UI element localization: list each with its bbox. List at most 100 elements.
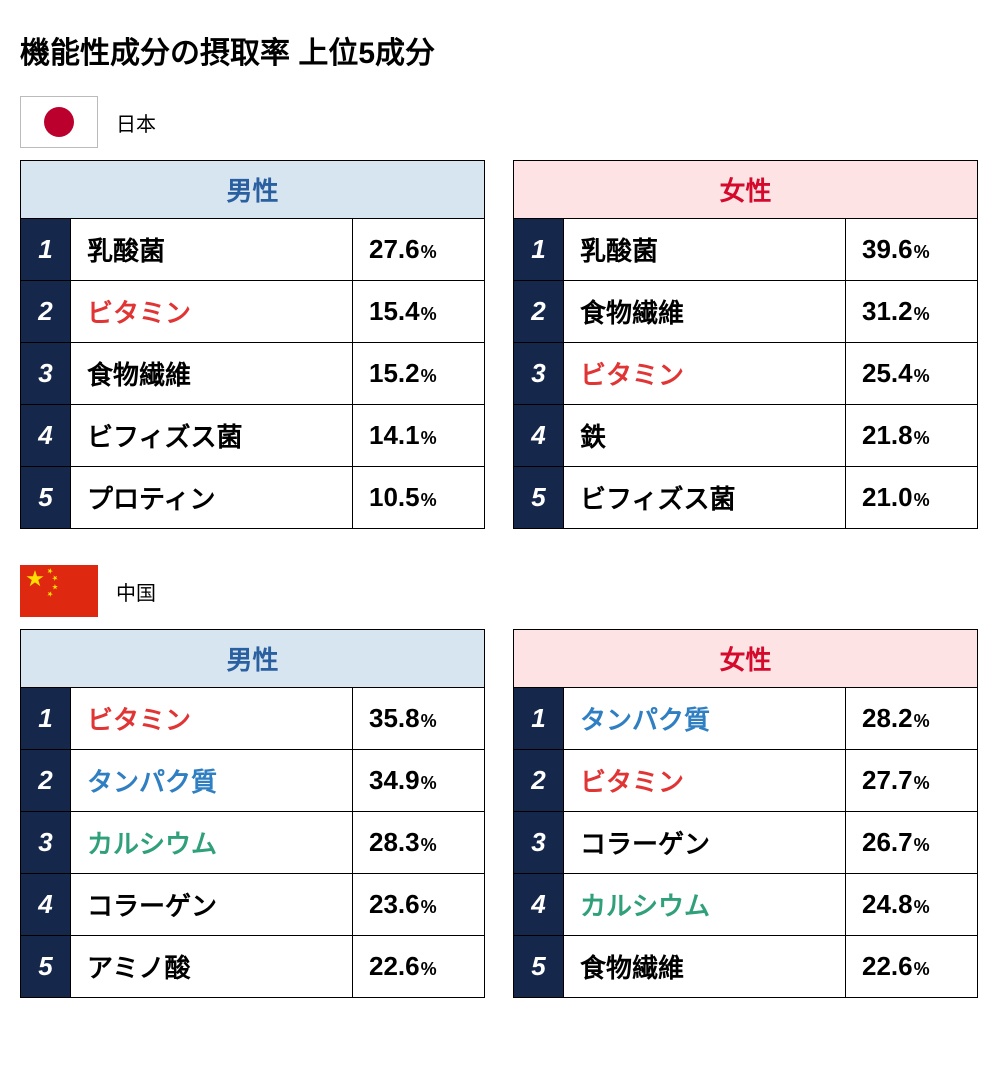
page-title: 機能性成分の摂取率 上位5成分: [20, 28, 980, 72]
percent-cell: 27.6%: [353, 219, 485, 281]
percent-value: 10.5: [369, 482, 420, 512]
table-header-female: 女性: [514, 161, 978, 219]
percent-value: 39.6: [862, 234, 913, 264]
percent-value: 24.8: [862, 889, 913, 919]
percent-value: 22.6: [862, 951, 913, 981]
content-root: 日本 男性 1 乳酸菌 27.6% 2 ビタミン 15.4% 3 食物繊維 15…: [20, 96, 980, 998]
ingredient-name: ビタミン: [71, 688, 353, 750]
table-header-male: 男性: [21, 161, 485, 219]
flag-china: [20, 565, 98, 617]
rank-cell: 5: [21, 467, 71, 529]
percent-unit: %: [421, 242, 437, 262]
ingredient-name: コラーゲン: [71, 874, 353, 936]
flag-japan: [20, 96, 98, 148]
table-row: 3 食物繊維 15.2%: [21, 343, 485, 405]
percent-value: 23.6: [369, 889, 420, 919]
percent-unit: %: [421, 428, 437, 448]
rank-table-male: 男性 1 乳酸菌 27.6% 2 ビタミン 15.4% 3 食物繊維 15.2%…: [20, 160, 485, 529]
rank-cell: 3: [21, 343, 71, 405]
percent-unit: %: [914, 835, 930, 855]
percent-cell: 22.6%: [846, 936, 978, 998]
table-row: 5 食物繊維 22.6%: [514, 936, 978, 998]
ingredient-name: ビタミン: [564, 343, 846, 405]
percent-value: 28.3: [369, 827, 420, 857]
percent-unit: %: [914, 304, 930, 324]
rank-table-female: 女性 1 タンパク質 28.2% 2 ビタミン 27.7% 3 コラーゲン 26…: [513, 629, 978, 998]
country-header: 中国: [20, 565, 980, 617]
ingredient-name: 食物繊維: [564, 936, 846, 998]
rank-cell: 5: [514, 936, 564, 998]
ingredient-name: ビフィズス菌: [71, 405, 353, 467]
ingredient-name: カルシウム: [564, 874, 846, 936]
percent-unit: %: [421, 366, 437, 386]
table-row: 2 タンパク質 34.9%: [21, 750, 485, 812]
percent-value: 14.1: [369, 420, 420, 450]
table-row: 1 タンパク質 28.2%: [514, 688, 978, 750]
tables-row: 男性 1 ビタミン 35.8% 2 タンパク質 34.9% 3 カルシウム 28…: [20, 629, 980, 998]
table-row: 2 ビタミン 15.4%: [21, 281, 485, 343]
country-label: 日本: [116, 108, 156, 137]
percent-value: 26.7: [862, 827, 913, 857]
rank-cell: 4: [21, 405, 71, 467]
rank-cell: 3: [514, 343, 564, 405]
percent-unit: %: [914, 366, 930, 386]
percent-cell: 10.5%: [353, 467, 485, 529]
percent-unit: %: [421, 304, 437, 324]
percent-unit: %: [914, 428, 930, 448]
percent-unit: %: [421, 711, 437, 731]
table-row: 3 カルシウム 28.3%: [21, 812, 485, 874]
percent-cell: 21.8%: [846, 405, 978, 467]
country-label: 中国: [116, 577, 156, 606]
percent-cell: 28.2%: [846, 688, 978, 750]
table-row: 1 ビタミン 35.8%: [21, 688, 485, 750]
rank-cell: 2: [514, 281, 564, 343]
percent-cell: 23.6%: [353, 874, 485, 936]
table-header-male: 男性: [21, 630, 485, 688]
percent-value: 25.4: [862, 358, 913, 388]
ingredient-name: タンパク質: [71, 750, 353, 812]
rank-cell: 5: [514, 467, 564, 529]
ingredient-name: 食物繊維: [71, 343, 353, 405]
ingredient-name: 乳酸菌: [564, 219, 846, 281]
percent-cell: 27.7%: [846, 750, 978, 812]
percent-cell: 15.2%: [353, 343, 485, 405]
ingredient-name: ビタミン: [71, 281, 353, 343]
percent-cell: 39.6%: [846, 219, 978, 281]
ingredient-name: プロティン: [71, 467, 353, 529]
percent-cell: 28.3%: [353, 812, 485, 874]
rank-cell: 1: [514, 688, 564, 750]
percent-unit: %: [421, 959, 437, 979]
percent-unit: %: [914, 490, 930, 510]
table-row: 5 プロティン 10.5%: [21, 467, 485, 529]
table-row: 2 ビタミン 27.7%: [514, 750, 978, 812]
percent-unit: %: [914, 897, 930, 917]
table-row: 3 コラーゲン 26.7%: [514, 812, 978, 874]
rank-cell: 4: [514, 405, 564, 467]
percent-value: 27.6: [369, 234, 420, 264]
rank-table-male: 男性 1 ビタミン 35.8% 2 タンパク質 34.9% 3 カルシウム 28…: [20, 629, 485, 998]
ingredient-name: タンパク質: [564, 688, 846, 750]
percent-unit: %: [914, 242, 930, 262]
percent-value: 35.8: [369, 703, 420, 733]
rank-cell: 3: [514, 812, 564, 874]
ingredient-name: ビフィズス菌: [564, 467, 846, 529]
percent-unit: %: [914, 959, 930, 979]
table-row: 4 コラーゲン 23.6%: [21, 874, 485, 936]
rank-cell: 1: [514, 219, 564, 281]
percent-value: 21.0: [862, 482, 913, 512]
percent-cell: 24.8%: [846, 874, 978, 936]
percent-cell: 34.9%: [353, 750, 485, 812]
table-row: 4 カルシウム 24.8%: [514, 874, 978, 936]
rank-table-female: 女性 1 乳酸菌 39.6% 2 食物繊維 31.2% 3 ビタミン 25.4%…: [513, 160, 978, 529]
rank-cell: 1: [21, 688, 71, 750]
percent-cell: 15.4%: [353, 281, 485, 343]
rank-cell: 2: [514, 750, 564, 812]
percent-unit: %: [421, 835, 437, 855]
percent-unit: %: [914, 773, 930, 793]
rank-cell: 2: [21, 750, 71, 812]
percent-value: 15.2: [369, 358, 420, 388]
percent-value: 28.2: [862, 703, 913, 733]
rank-cell: 2: [21, 281, 71, 343]
rank-cell: 3: [21, 812, 71, 874]
country-header: 日本: [20, 96, 980, 148]
